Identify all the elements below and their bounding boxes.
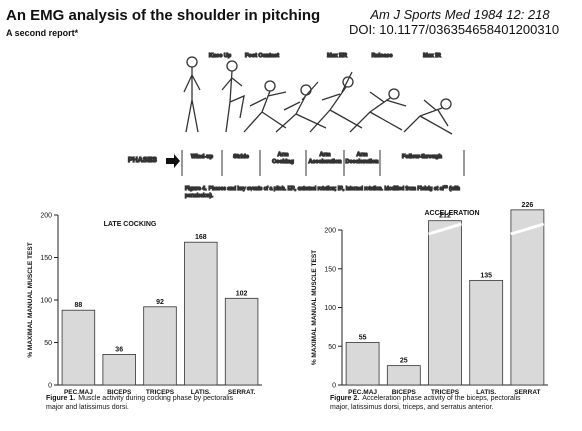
caption-part: Muscle activity during cocking phase by …	[78, 395, 233, 402]
caption-part: Figure 2.	[330, 395, 359, 402]
caption-part: major and latissimus dorsi.	[46, 404, 129, 411]
caption-part: permission).	[185, 193, 213, 199]
event-label: Foot Contact	[245, 53, 279, 59]
bar	[470, 280, 503, 385]
slide: An EMG analysis of the shoulder in pitch…	[0, 0, 582, 431]
value-label: 36	[115, 346, 123, 353]
event-label: Release	[372, 53, 393, 59]
value-label: 212	[439, 213, 451, 220]
y-tick-label: 50	[44, 340, 52, 347]
y-tick-label: 100	[40, 298, 52, 305]
chart-title: LATE COCKING	[104, 221, 157, 228]
y-tick-label: 0	[48, 383, 52, 390]
caption-part: (with	[448, 186, 461, 192]
y-tick-label: 200	[324, 228, 336, 235]
phase-label: Follow-through	[402, 154, 443, 160]
phase-label: Wind-up	[191, 154, 214, 160]
y-axis-label: % MAXIMAL MANUAL MUSCLE TEST	[311, 250, 318, 365]
value-label: 25	[400, 358, 408, 365]
value-label: 102	[236, 290, 248, 297]
value-label: 135	[480, 272, 492, 279]
event-label: Max ER	[327, 53, 347, 59]
title: An EMG analysis of the shoulder in pitch…	[6, 7, 320, 24]
y-tick-label: 100	[324, 305, 336, 312]
caption-part: Phases and key events of a pitch. ER, ex…	[209, 186, 444, 192]
bar	[225, 298, 258, 385]
value-label: 55	[359, 334, 367, 341]
y-tick-label: 50	[328, 344, 336, 351]
caption-part: Figure 1.	[46, 395, 75, 402]
chart-title: ACCELERATION	[424, 210, 479, 217]
y-tick-label: 200	[40, 213, 52, 220]
bar	[387, 366, 420, 385]
bar	[511, 210, 544, 385]
bar	[346, 342, 379, 385]
bar	[62, 310, 95, 385]
phase-label: Stride	[233, 154, 249, 160]
value-label: 88	[75, 302, 83, 309]
y-tick-label: 150	[40, 255, 52, 262]
bar	[429, 221, 462, 385]
bar	[103, 354, 136, 385]
doi: DOI: 10.1177/036354658401200310	[349, 22, 559, 37]
phases-label: PHASES	[128, 157, 157, 164]
y-axis-label: % MAXIMAL MANUAL MUSCLE TEST	[27, 242, 34, 357]
caption-part: major, latissimus dorsi, triceps, and se…	[330, 404, 493, 411]
bar	[144, 307, 177, 385]
value-label: 92	[156, 299, 164, 306]
caption-part: Figure 4.	[185, 186, 207, 192]
event-label: Max IR	[423, 53, 441, 59]
y-tick-label: 0	[332, 383, 336, 390]
value-label: 168	[195, 234, 207, 241]
subtitle: A second report*	[6, 28, 79, 38]
event-label: Knee Up	[209, 53, 232, 59]
bar	[184, 242, 217, 385]
caption-part: Acceleration phase activity of the bicep…	[362, 395, 521, 402]
value-label: 226	[522, 202, 534, 209]
y-tick-label: 150	[324, 266, 336, 273]
citation: Am J Sports Med 1984 12: 218	[369, 7, 550, 22]
